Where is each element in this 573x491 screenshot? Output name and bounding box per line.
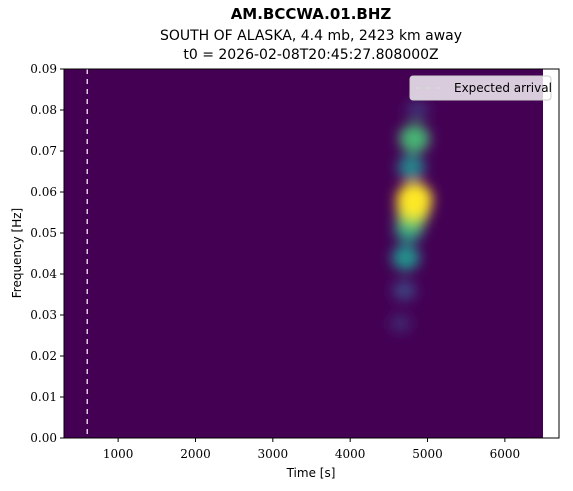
x-tick-label: 4000 [335,447,366,461]
y-axis-label: Frequency [Hz] [10,208,24,299]
x-tick-label: 2000 [180,447,211,461]
legend-label: Expected arrival [454,81,552,95]
y-tick-label: 0.04 [30,267,57,281]
energy-peak [396,182,433,219]
spectrogram-background [64,69,543,438]
energy-peak [399,124,430,154]
x-axis-label: Time [s] [286,466,336,480]
y-tick-label: 0.01 [30,390,57,404]
energy-peak [391,244,420,271]
energy-peak [389,314,412,333]
legend-box [409,75,552,101]
y-tick-label: 0.05 [30,226,57,240]
x-tick-label: 1000 [103,447,134,461]
legend: Expected arrival [409,75,552,101]
chart-title: AM.BCCWA.01.BHZ [231,5,392,23]
y-tick-label: 0.03 [30,308,57,322]
y-tick-label: 0.02 [30,349,57,363]
y-axis-ticks: 0.00 0.01 0.02 0.03 0.04 0.05 0.06 0.07 0.08 0.09 [30,62,64,445]
y-tick-label: 0.00 [30,431,57,445]
x-tick-label: 5000 [412,447,443,461]
energy-peak [392,280,416,301]
energy-peak [397,154,425,180]
chart-subtitle-t0: t0 = 2026-02-08T20:45:27.808000Z [183,47,438,63]
spectrogram-energy [389,100,433,333]
x-axis-ticks: 1000 2000 3000 4000 5000 6000 [103,438,520,461]
energy-peak [406,100,429,120]
x-tick-label: 3000 [258,447,289,461]
plot-frame [63,68,560,439]
y-tick-label: 0.07 [30,144,57,158]
x-tick-label: 6000 [490,447,521,461]
y-tick-label: 0.08 [30,103,57,117]
y-tick-label: 0.06 [30,185,57,199]
y-tick-label: 0.09 [30,62,57,76]
chart-subtitle: SOUTH OF ALASKA, 4.4 mb, 2423 km away [160,28,462,44]
